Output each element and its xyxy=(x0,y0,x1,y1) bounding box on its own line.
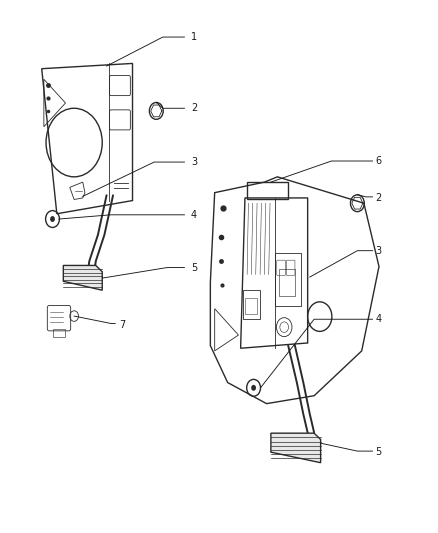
Text: 2: 2 xyxy=(375,193,382,203)
Text: 7: 7 xyxy=(120,319,126,329)
Bar xyxy=(53,329,66,337)
Circle shape xyxy=(251,385,256,391)
Text: 5: 5 xyxy=(375,447,382,457)
Circle shape xyxy=(50,216,55,222)
Text: 5: 5 xyxy=(191,263,197,272)
Polygon shape xyxy=(271,433,321,463)
Bar xyxy=(245,298,257,314)
Bar xyxy=(279,269,294,295)
Polygon shape xyxy=(64,265,102,290)
Text: 2: 2 xyxy=(191,103,197,114)
Text: 6: 6 xyxy=(375,156,381,166)
Text: 4: 4 xyxy=(191,210,197,220)
Text: 3: 3 xyxy=(191,157,197,167)
Text: 4: 4 xyxy=(375,314,381,324)
Text: 1: 1 xyxy=(191,32,197,42)
Bar xyxy=(276,253,301,306)
Text: 3: 3 xyxy=(375,246,381,256)
